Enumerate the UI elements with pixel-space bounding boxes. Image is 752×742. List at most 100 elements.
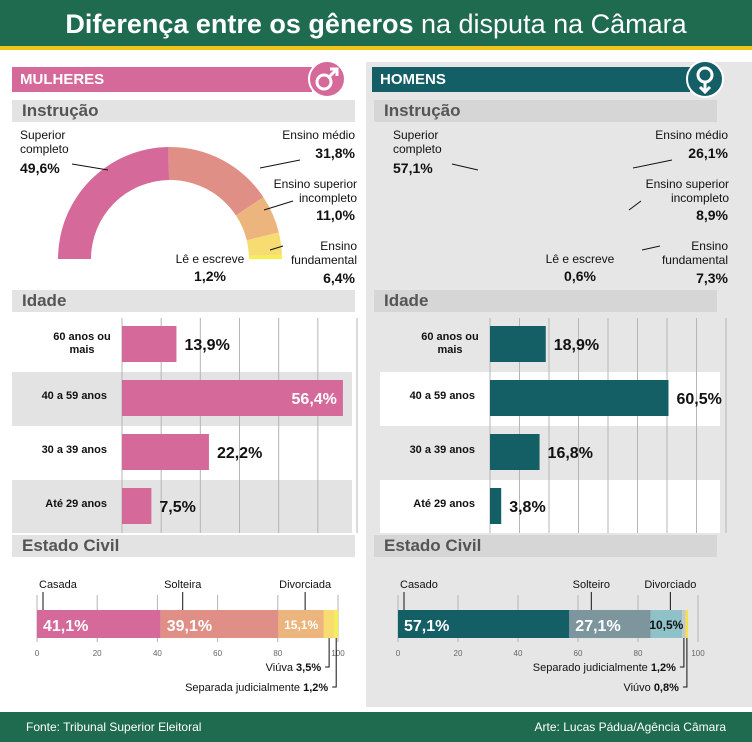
men-edu-label-medio: Ensino médio — [655, 128, 728, 142]
men-edu-value-superior: 57,1% — [393, 160, 433, 176]
men-age-value-1: 60,5% — [676, 391, 721, 408]
women-edu-label-superior: Superior completo — [20, 128, 69, 156]
women-civil-label-2: Divorciada — [279, 579, 332, 591]
men-civil-leader-4 — [682, 638, 688, 688]
men-age-label-0: 60 anos ou mais — [421, 331, 478, 356]
men-civil-segment-0 — [398, 610, 570, 638]
women-civil-bar: 0 20 40 60 80 100 Casada 41,1% Solteira 39,1% Divo… — [35, 579, 345, 694]
women-civil-segment-2 — [278, 610, 324, 638]
men-edu-value-fundamental: 7,3% — [696, 270, 728, 286]
women-edu-label-sup-incompleto: Ensino superior incompleto — [273, 177, 357, 205]
men-civil-leader-3 — [679, 638, 685, 668]
women-age-row-bg-0 — [12, 318, 352, 372]
men-civil-tick-0: 0 — [396, 649, 401, 658]
women-age-label-1: 40 a 59 anos — [42, 390, 107, 402]
men-edu-label-le: Lê e escreve — [545, 252, 615, 266]
men-header-label: HOMENS — [380, 71, 446, 88]
men-age-label-3: Até 29 anos — [413, 498, 475, 510]
women-age-label-2: 30 a 39 anos — [42, 444, 107, 456]
women-civil-label-4: Separada judicialmente 1,2% — [185, 682, 328, 694]
men-edu-label-fundamental: Ensino fundamental — [661, 239, 728, 267]
women-age-bar-0 — [122, 326, 177, 362]
women-edu-label-medio: Ensino médio — [282, 128, 355, 142]
men-civil-segment-3 — [682, 610, 686, 638]
men-header-bar: HOMENS — [372, 67, 682, 92]
women-age-bar-3 — [122, 488, 152, 524]
women-age-title: Idade — [12, 290, 355, 312]
women-civil-tick-4: 80 — [273, 649, 282, 658]
women-leader-line-3 — [269, 245, 284, 251]
women-civil-leader-3 — [325, 638, 330, 668]
page-title-strong: Diferença entre os gêneros — [65, 9, 414, 39]
men-civil-tick-1: 20 — [454, 649, 463, 658]
men-age-value-0: 18,9% — [554, 337, 599, 354]
women-age-value-2: 22,2% — [217, 445, 262, 462]
men-leader-line-2 — [628, 200, 642, 211]
women-age-value-3: 7,5% — [159, 499, 195, 516]
men-edu-value-sup-incompleto: 8,9% — [696, 207, 728, 223]
women-edu-label-fundamental: Ensino fundamental — [290, 239, 357, 267]
men-age-row-bg-3 — [380, 480, 720, 533]
men-civil-tick-2: 40 — [514, 649, 523, 658]
women-civil-value-1: 39,1% — [167, 618, 212, 635]
women-age-label-3: Até 29 anos — [45, 498, 107, 510]
men-civil-label-0: Casado — [400, 579, 438, 591]
women-edu-value-superior: 49,6% — [20, 160, 60, 176]
women-donut-segments — [58, 147, 301, 259]
men-age-value-2: 16,8% — [548, 445, 593, 462]
men-age-bar-1 — [490, 380, 669, 416]
women-header-bar: MULHERES — [12, 67, 304, 92]
women-civil-segment-4 — [334, 610, 338, 638]
men-edu-label-sup-incompleto: Ensino superior incompleto — [645, 177, 729, 205]
women-age-value-0: 13,9% — [184, 337, 229, 354]
men-leader-line-0 — [451, 163, 479, 171]
women-education-title: Instrução — [12, 100, 355, 122]
women-donut-segment-1 — [168, 147, 264, 216]
men-civil-tick-5: 100 — [691, 649, 705, 658]
men-age-row-bg-2 — [380, 426, 720, 480]
men-civil-tick-3: 60 — [574, 649, 583, 658]
women-civil-title: Estado Civil — [12, 535, 355, 557]
women-civil-segment-3 — [323, 610, 335, 638]
men-age-title: Idade — [374, 290, 717, 312]
men-age-row-bg-0 — [380, 318, 720, 372]
women-age-bar-2 — [122, 434, 209, 470]
men-donut-segments — [451, 159, 673, 251]
women-edu-label-le: Lê e escreve — [175, 252, 245, 266]
men-age-label-2: 30 a 39 anos — [410, 444, 475, 456]
women-donut-segment-3 — [246, 232, 282, 257]
title-bar — [0, 0, 752, 50]
women-age-bar-1 — [122, 380, 343, 416]
women-donut-segment-2 — [235, 197, 279, 241]
women-edu-value-sup-incompleto: 11,0% — [316, 207, 355, 223]
men-education-title: Instrução — [374, 100, 717, 122]
women-civil-tick-2: 40 — [153, 649, 162, 658]
women-education-chart — [58, 147, 301, 259]
men-civil-label-3: Separado judicialmente 1,2% — [533, 662, 676, 674]
men-civil-label-1: Solteiro — [573, 579, 610, 591]
women-civil-value-2: 15,1% — [284, 618, 318, 632]
men-civil-tick-4: 80 — [634, 649, 643, 658]
men-civil-chart: 0 20 40 60 80 100 Casado 57,1% Solteiro 27,1% Divo… — [396, 579, 705, 694]
men-leader-line-3 — [641, 245, 661, 251]
women-civil-segment-0 — [37, 610, 161, 638]
women-civil-tick-5: 100 — [331, 649, 345, 658]
women-civil-label-1: Solteira — [164, 579, 202, 591]
men-age-value-3: 3,8% — [509, 499, 545, 516]
women-civil-tick-3: 60 — [213, 649, 222, 658]
men-age-bar-0 — [490, 326, 546, 362]
men-age-bar-3 — [490, 488, 502, 524]
men-edu-value-le: 0,6% — [564, 268, 596, 284]
men-edu-value-medio: 26,1% — [688, 145, 728, 161]
men-civil-segment-4 — [685, 610, 689, 638]
page-title-rest: na disputa na Câmara — [413, 9, 687, 39]
women-donut-segment-0 — [58, 147, 170, 259]
women-leader-line-1 — [259, 159, 301, 169]
women-age-value-1: 56,4% — [292, 391, 337, 408]
men-civil-value-2: 10,5% — [649, 618, 683, 632]
men-civil-segment-1 — [569, 610, 651, 638]
male-symbol-icon — [678, 60, 732, 98]
